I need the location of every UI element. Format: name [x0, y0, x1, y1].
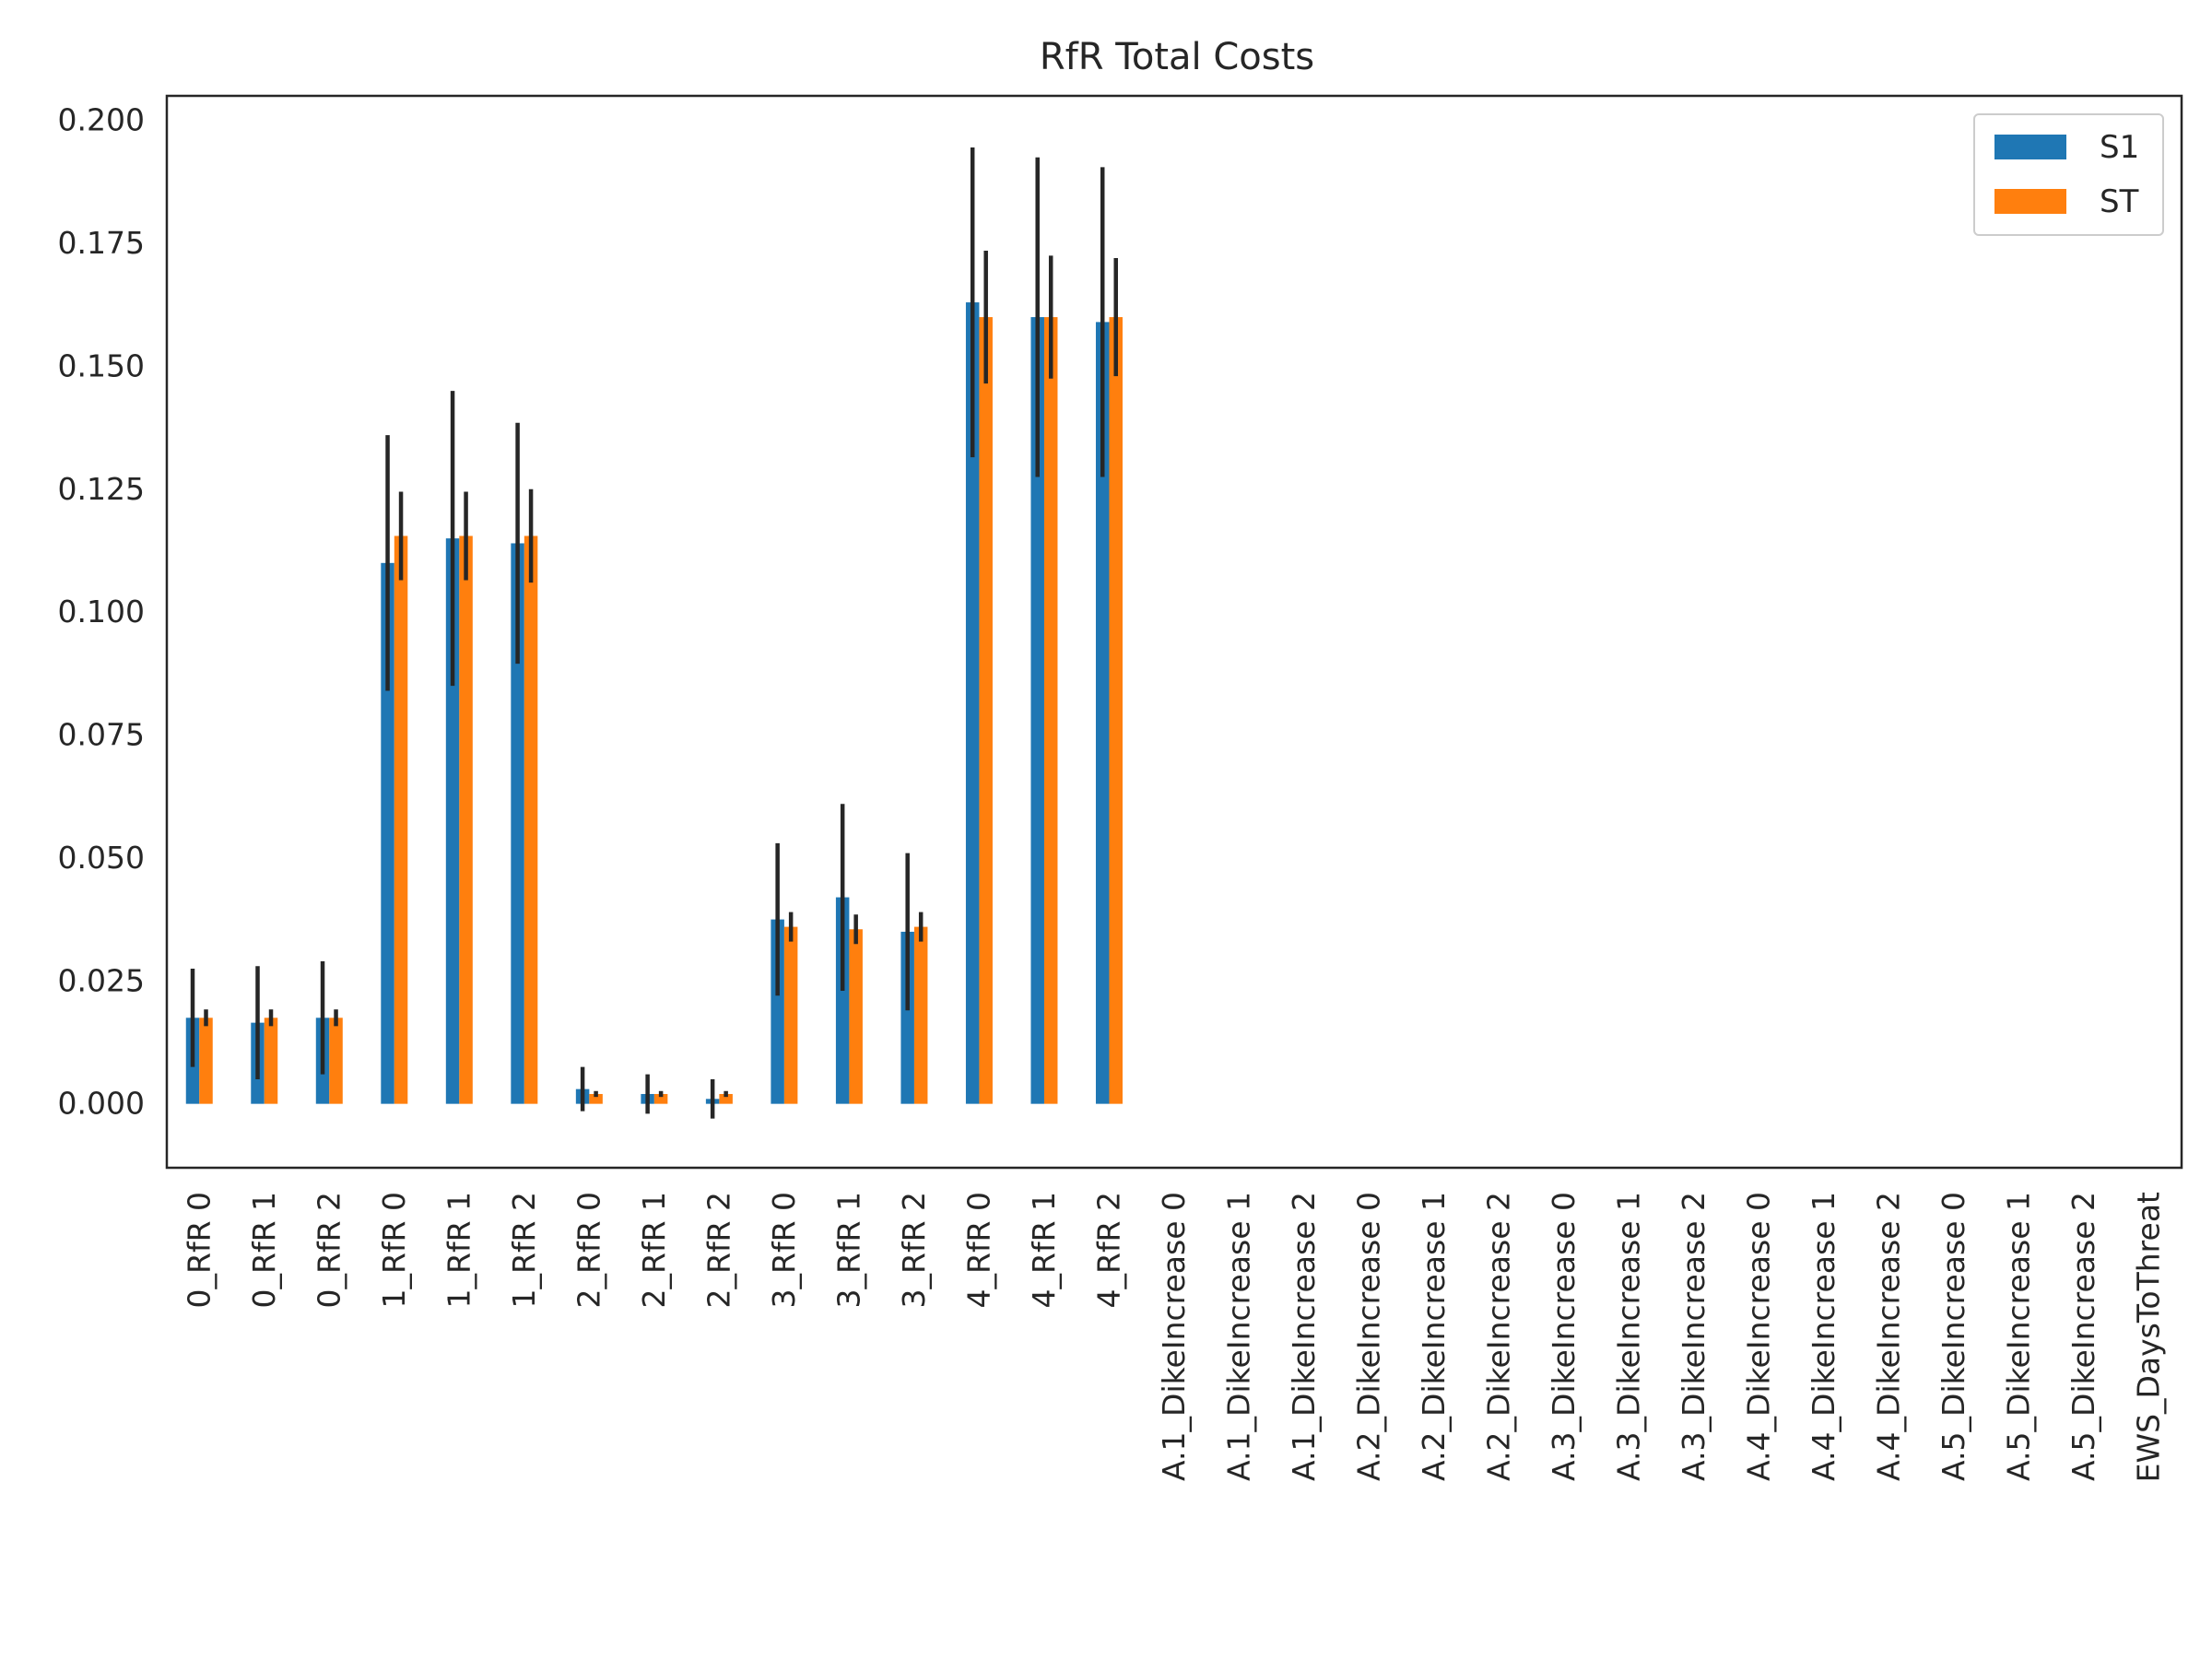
x-tick-label: 4_RfR 1 — [1026, 1192, 1062, 1308]
y-tick-label: 0.000 — [58, 1086, 145, 1122]
x-tick-label: 1_RfR 1 — [441, 1192, 477, 1308]
x-tick-label: A.1_DikeIncrease 1 — [1221, 1192, 1257, 1481]
bars-layer — [185, 302, 1123, 1104]
bar-st-14 — [1109, 317, 1123, 1104]
bar-st-13 — [1043, 317, 1058, 1104]
bar-s1-5 — [511, 543, 524, 1104]
legend: S1 ST — [1973, 113, 2164, 236]
bar-s1-12 — [965, 302, 980, 1104]
bar-st-3 — [394, 535, 408, 1104]
bar-s1-14 — [1095, 322, 1110, 1104]
x-tick-label: 4_RfR 2 — [1090, 1192, 1126, 1308]
x-tick-label: A.3_DikeIncrease 2 — [1676, 1192, 1712, 1481]
bar-st-11 — [913, 926, 928, 1104]
bar-st-9 — [783, 926, 798, 1104]
x-tick-label: A.3_DikeIncrease 1 — [1611, 1192, 1647, 1481]
x-tick-label: A.5_DikeIncrease 2 — [2065, 1192, 2101, 1481]
y-tick-label: 0.075 — [58, 717, 145, 753]
y-axis-ticks: 0.000 0.025 0.050 0.075 0.100 0.125 0.150 0.175… — [58, 102, 145, 1122]
x-tick-label: 2_RfR 0 — [571, 1192, 606, 1308]
bar-st-7 — [653, 1093, 668, 1104]
bar-st-2 — [329, 1018, 343, 1104]
x-tick-label: 2_RfR 2 — [700, 1192, 736, 1308]
x-tick-label: 0_RfR 0 — [181, 1192, 217, 1308]
x-tick-label: A.4_DikeIncrease 2 — [1871, 1192, 1907, 1481]
legend-swatch-st — [1994, 189, 2066, 214]
y-tick-label: 0.100 — [58, 594, 145, 629]
x-tick-label: A.5_DikeIncrease 0 — [1936, 1192, 1971, 1481]
x-axis-ticks: 0_RfR 0 0_RfR 1 0_RfR 2 1_RfR 0 1_RfR 1 1_RfR… — [181, 1192, 2166, 1482]
x-tick-label: 2_RfR 1 — [636, 1192, 672, 1308]
x-tick-label: A.1_DikeIncrease 0 — [1156, 1192, 1192, 1481]
x-tick-label: 1_RfR 0 — [376, 1192, 412, 1308]
x-tick-label: 3_RfR 0 — [766, 1192, 802, 1308]
x-tick-label: 0_RfR 2 — [311, 1192, 347, 1308]
legend-swatch-s1 — [1994, 135, 2066, 159]
bar-st-6 — [589, 1093, 603, 1104]
bar-s1-10 — [835, 897, 850, 1104]
bar-st-1 — [264, 1018, 278, 1104]
x-tick-label: A.2_DikeIncrease 2 — [1481, 1192, 1517, 1481]
bar-st-12 — [979, 317, 993, 1104]
x-tick-label: A.4_DikeIncrease 0 — [1741, 1192, 1777, 1481]
bar-st-4 — [459, 535, 473, 1104]
bar-s1-3 — [381, 562, 394, 1104]
bar-st-5 — [524, 535, 538, 1104]
bar-st-0 — [199, 1018, 213, 1104]
x-tick-label: A.4_DikeIncrease 1 — [1806, 1192, 1841, 1481]
x-tick-label: 4_RfR 0 — [960, 1192, 996, 1308]
x-tick-label: 1_RfR 2 — [506, 1192, 542, 1308]
x-tick-label: 3_RfR 1 — [830, 1192, 866, 1308]
y-tick-label: 0.200 — [58, 102, 145, 138]
x-tick-label: A.3_DikeIncrease 0 — [1546, 1192, 1582, 1481]
x-tick-label: A.2_DikeIncrease 1 — [1416, 1192, 1452, 1481]
chart-title: RfR Total Costs — [1040, 36, 1314, 78]
legend-label-s1: S1 — [2100, 129, 2139, 166]
y-tick-label: 0.050 — [58, 840, 145, 876]
x-tick-label: A.5_DikeIncrease 1 — [2001, 1192, 2037, 1481]
bar-s1-11 — [900, 931, 914, 1104]
y-tick-label: 0.150 — [58, 347, 145, 383]
x-tick-label: A.1_DikeIncrease 2 — [1286, 1192, 1322, 1481]
x-tick-label: EWS_DaysToThreat — [2131, 1192, 2167, 1482]
y-tick-label: 0.125 — [58, 471, 145, 507]
bar-st-8 — [719, 1093, 733, 1104]
bar-s1-4 — [445, 538, 460, 1104]
y-tick-label: 0.025 — [58, 962, 145, 998]
legend-label-st: ST — [2100, 183, 2139, 220]
x-tick-label: 3_RfR 2 — [896, 1192, 932, 1308]
bar-s1-13 — [1030, 317, 1044, 1104]
error-bars-layer — [190, 147, 1118, 1119]
y-tick-label: 0.175 — [58, 225, 145, 261]
x-tick-label: A.2_DikeIncrease 0 — [1351, 1192, 1387, 1481]
bar-s1-9 — [771, 919, 784, 1104]
x-tick-label: 0_RfR 1 — [246, 1192, 282, 1308]
bar-st-10 — [849, 929, 863, 1104]
plot-area-frame — [165, 94, 2183, 1170]
